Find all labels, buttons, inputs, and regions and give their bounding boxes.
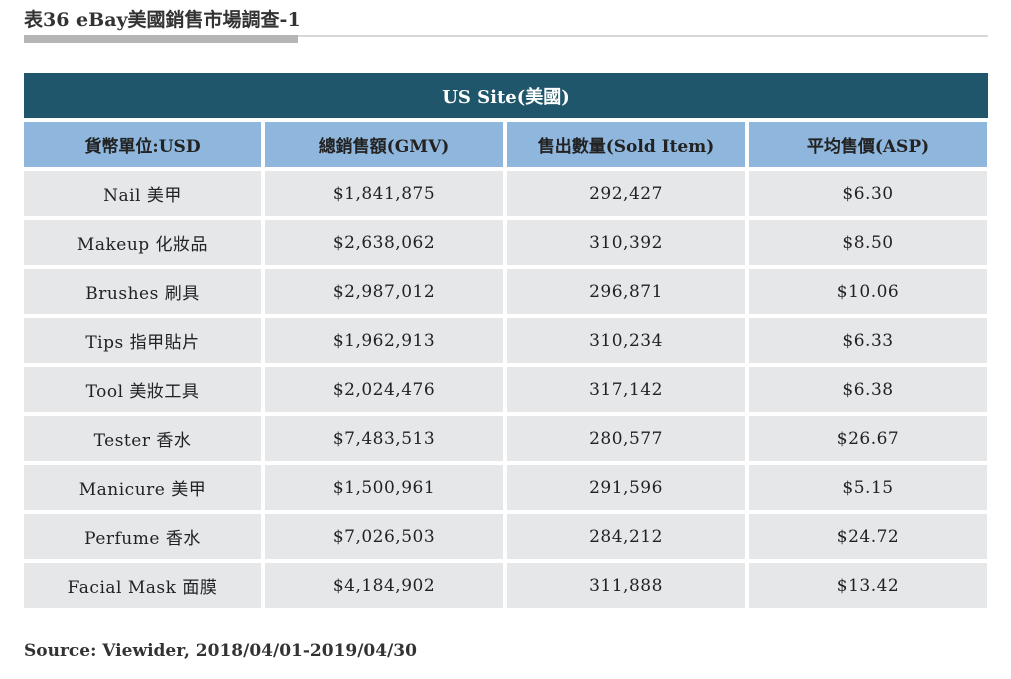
table-cell: $6.38 bbox=[749, 367, 987, 412]
row-label-cell: Tips 指甲貼片 bbox=[24, 318, 261, 363]
table-cell: 291,596 bbox=[507, 465, 745, 510]
row-label-cell: Perfume 香水 bbox=[24, 514, 261, 559]
table-cell: $1,500,961 bbox=[265, 465, 503, 510]
table-cell: $1,841,875 bbox=[265, 171, 503, 216]
table-cell: $7,483,513 bbox=[265, 416, 503, 461]
row-label-cell: Manicure 美甲 bbox=[24, 465, 261, 510]
source-note: Source: Viewider, 2018/04/01-2019/04/30 bbox=[24, 641, 417, 661]
data-table: 貨幣單位:USD 總銷售額(GMV) 售出數量(Sold Item) 平均售價(ASP… bbox=[24, 122, 988, 608]
column-header: 平均售價(ASP) bbox=[749, 122, 987, 167]
table-cell: $8.50 bbox=[749, 220, 987, 265]
column-header: 總銷售額(GMV) bbox=[265, 122, 503, 167]
title-accent-bar bbox=[24, 35, 298, 43]
column-header: 貨幣單位:USD bbox=[24, 122, 261, 167]
table-cell: 310,234 bbox=[507, 318, 745, 363]
row-label-cell: Facial Mask 面膜 bbox=[24, 563, 261, 608]
table-cell: 311,888 bbox=[507, 563, 745, 608]
row-label-cell: Brushes 刷具 bbox=[24, 269, 261, 314]
table-cell: $10.06 bbox=[749, 269, 987, 314]
table-cell: $6.33 bbox=[749, 318, 987, 363]
table-cell: $2,638,062 bbox=[265, 220, 503, 265]
column-header: 售出數量(Sold Item) bbox=[507, 122, 745, 167]
table-cell: 280,577 bbox=[507, 416, 745, 461]
row-label-cell: Makeup 化妝品 bbox=[24, 220, 261, 265]
table-cell: 284,212 bbox=[507, 514, 745, 559]
table-cell: $2,024,476 bbox=[265, 367, 503, 412]
table-cell: $1,962,913 bbox=[265, 318, 503, 363]
table-cell: $6.30 bbox=[749, 171, 987, 216]
table-cell: 317,142 bbox=[507, 367, 745, 412]
table-cell: $2,987,012 bbox=[265, 269, 503, 314]
site-header: US Site(美國) bbox=[24, 73, 988, 118]
table-title: 表36 eBay美國銷售市場調查-1 bbox=[24, 9, 301, 31]
row-label-cell: Tool 美妝工具 bbox=[24, 367, 261, 412]
table-cell: $5.15 bbox=[749, 465, 987, 510]
table-cell: $26.67 bbox=[749, 416, 987, 461]
table-cell: $4,184,902 bbox=[265, 563, 503, 608]
table-cell: 292,427 bbox=[507, 171, 745, 216]
table-cell: $13.42 bbox=[749, 563, 987, 608]
row-label-cell: Nail 美甲 bbox=[24, 171, 261, 216]
row-label-cell: Tester 香水 bbox=[24, 416, 261, 461]
table-cell: $7,026,503 bbox=[265, 514, 503, 559]
title-divider bbox=[24, 35, 988, 37]
table-cell: 310,392 bbox=[507, 220, 745, 265]
table-cell: 296,871 bbox=[507, 269, 745, 314]
table-cell: $24.72 bbox=[749, 514, 987, 559]
